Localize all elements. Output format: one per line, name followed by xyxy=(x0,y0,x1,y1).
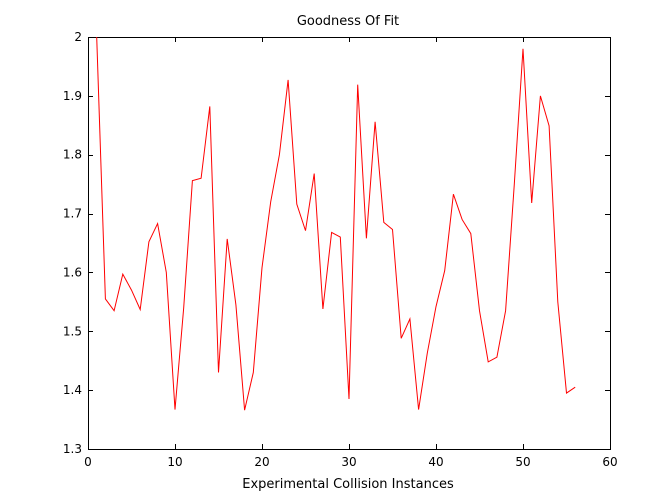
y-tick-label: 1.3 xyxy=(63,442,82,456)
y-tick-label: 2 xyxy=(74,30,82,44)
x-tick-label: 30 xyxy=(341,455,356,469)
y-tick-label: 1.9 xyxy=(63,89,82,103)
x-tick-label: 50 xyxy=(515,455,530,469)
chart-title: Goodness Of Fit xyxy=(297,14,399,29)
series-line xyxy=(96,36,576,411)
y-tick-label: 1.5 xyxy=(63,324,82,338)
x-tick-label: 10 xyxy=(167,455,182,469)
y-tick-label: 1.4 xyxy=(63,383,82,397)
x-tick-label: 0 xyxy=(84,455,92,469)
x-tick-label: 60 xyxy=(602,455,617,469)
y-tick-label: 1.7 xyxy=(63,207,82,221)
x-tick-label: 40 xyxy=(428,455,443,469)
plot-area: 0 10 20 30 40 50 60 1.3 1.4 1.5 1.6 1.7 1.8 1.9 2 xyxy=(63,30,618,469)
x-tick-label: 20 xyxy=(254,455,269,469)
x-axis-label: Experimental Collision Instances xyxy=(242,477,454,492)
y-tick-label: 1.8 xyxy=(63,148,82,162)
y-tick-label: 1.6 xyxy=(63,265,82,279)
